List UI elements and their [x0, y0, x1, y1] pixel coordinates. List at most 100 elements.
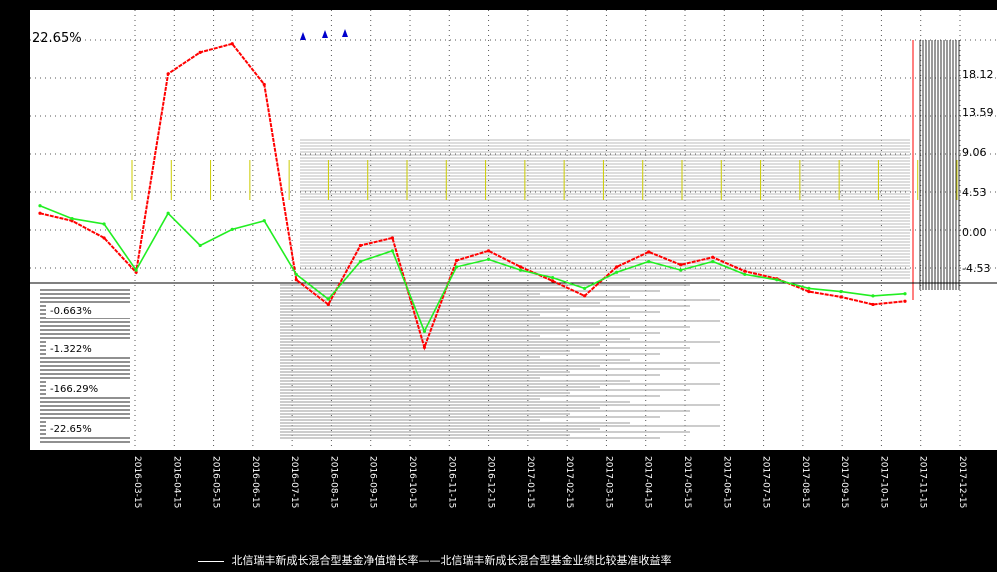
legend-swatch — [198, 560, 224, 562]
y-lower-tick-bg — [46, 303, 132, 318]
series-point-1 — [647, 250, 651, 254]
y-right-tick-label: 4.53 — [962, 186, 987, 199]
series-point-1 — [166, 72, 170, 76]
series-point-1 — [262, 82, 266, 87]
x-tick-label: 2017-03-15 — [603, 456, 613, 508]
series-point-2 — [583, 286, 587, 290]
series-point-2 — [294, 272, 298, 277]
series-point-2 — [422, 329, 427, 333]
series-layer — [38, 42, 907, 351]
y-left-tick-label: -166.29% — [50, 384, 98, 395]
x-tick-label: 2016-08-15 — [328, 456, 338, 508]
series-line-1 — [39, 42, 906, 351]
series-point-2 — [326, 297, 330, 301]
series-point-2 — [518, 268, 523, 272]
x-tick-label: 2017-01-15 — [525, 456, 535, 508]
top-marker — [342, 29, 348, 37]
series-point-1 — [583, 294, 587, 298]
x-tick-label: 2017-07-15 — [761, 456, 771, 508]
series-point-1 — [294, 278, 298, 282]
series-point-2 — [711, 259, 715, 264]
series-point-1 — [839, 295, 843, 299]
series-point-2 — [262, 219, 266, 223]
y-right-tick-label: 0.00 — [962, 226, 987, 239]
series-point-2 — [679, 268, 683, 272]
x-tick-label: 2016-03-15 — [132, 456, 142, 508]
series-point-2 — [102, 222, 106, 226]
series-line-2 — [39, 205, 906, 334]
x-tick-label: 2017-12-15 — [957, 456, 967, 508]
y-left-tick-label: -0.663% — [50, 306, 92, 317]
y-left-tick-label: 6 — [6, 108, 12, 119]
series-point-2 — [486, 257, 491, 261]
series-point-1 — [454, 258, 459, 263]
legend: 北信瑞丰新成长混合型基金净值增长率——北信瑞丰新成长混合型基金业绩比较基准收益率 — [190, 551, 870, 571]
decorative-hatching — [40, 29, 960, 443]
series-point-2 — [38, 204, 42, 208]
x-tick-label: 2016-12-15 — [486, 456, 496, 508]
series-point-1 — [326, 302, 330, 307]
series-point-1 — [903, 299, 907, 303]
x-tick-label: 2017-04-15 — [643, 456, 653, 508]
top-marker — [300, 32, 306, 40]
x-tick-label: 2016-05-15 — [211, 456, 221, 508]
y-left-tick-label: 5 — [6, 148, 12, 159]
series-point-1 — [871, 302, 875, 307]
x-tick-label: 2016-04-15 — [171, 456, 181, 508]
y-right-tick-label: 9.06 — [962, 146, 987, 159]
series-point-2 — [775, 278, 779, 282]
x-tick-label: 2017-02-15 — [564, 456, 574, 508]
legend-text: 北信瑞丰新成长混合型基金净值增长率——北信瑞丰新成长混合型基金业绩比较基准收益率 — [231, 554, 672, 567]
series-point-1 — [486, 249, 491, 253]
series-point-2 — [647, 259, 651, 264]
series-point-2 — [198, 243, 202, 248]
y-right-tick-label: 18.12 — [962, 68, 994, 81]
y-left-tick-label: -1.322% — [50, 344, 92, 355]
x-tick-label: 2017-06-15 — [721, 456, 731, 508]
series-point-2 — [615, 270, 619, 274]
x-tick-label: 2017-10-15 — [878, 456, 888, 508]
series-point-1 — [807, 289, 811, 294]
series-point-1 — [38, 211, 42, 215]
series-point-1 — [198, 50, 202, 54]
series-point-2 — [743, 272, 747, 277]
series-point-1 — [230, 42, 234, 46]
x-tick-label: 2017-08-15 — [800, 456, 810, 508]
series-point-1 — [743, 269, 747, 273]
x-tick-label: 2017-11-15 — [918, 456, 928, 508]
y-left-tick-label: 6 — [6, 68, 12, 79]
series-point-1 — [615, 265, 619, 269]
series-point-2 — [390, 249, 395, 253]
series-point-1 — [550, 279, 555, 283]
series-point-1 — [358, 243, 362, 248]
series-point-1 — [102, 236, 106, 240]
series-point-1 — [390, 236, 395, 240]
series-point-2 — [550, 276, 555, 280]
series-point-1 — [679, 263, 683, 267]
x-tick-label: 2016-09-15 — [368, 456, 378, 508]
series-point-2 — [166, 211, 170, 215]
series-point-2 — [70, 217, 74, 221]
series-point-1 — [518, 265, 523, 269]
y-lower-tick-bg — [46, 381, 132, 396]
series-point-2 — [358, 259, 362, 264]
series-point-1 — [711, 255, 715, 259]
y-left-tick-label: 6 — [6, 228, 12, 239]
y-left-tick-label: 6.1 — [6, 188, 22, 199]
series-point-1 — [422, 345, 427, 349]
y-right-tick-label: -4.53 — [962, 262, 990, 275]
x-tick-label: 2016-06-15 — [250, 456, 260, 508]
y-right-tick-label: 13.59 — [962, 106, 994, 119]
x-tick-label: 2017-05-15 — [682, 456, 692, 508]
x-tick-label: 2016-07-15 — [289, 456, 299, 508]
series-point-2 — [903, 292, 907, 296]
x-tick-label: 2017-09-15 — [839, 456, 849, 508]
series-point-2 — [134, 268, 138, 272]
series-point-2 — [230, 227, 234, 231]
y-lower-tick-bg — [46, 421, 132, 436]
series-point-2 — [839, 289, 843, 294]
y-left-tick-label: 6 — [6, 264, 12, 275]
series-point-2 — [871, 294, 875, 298]
